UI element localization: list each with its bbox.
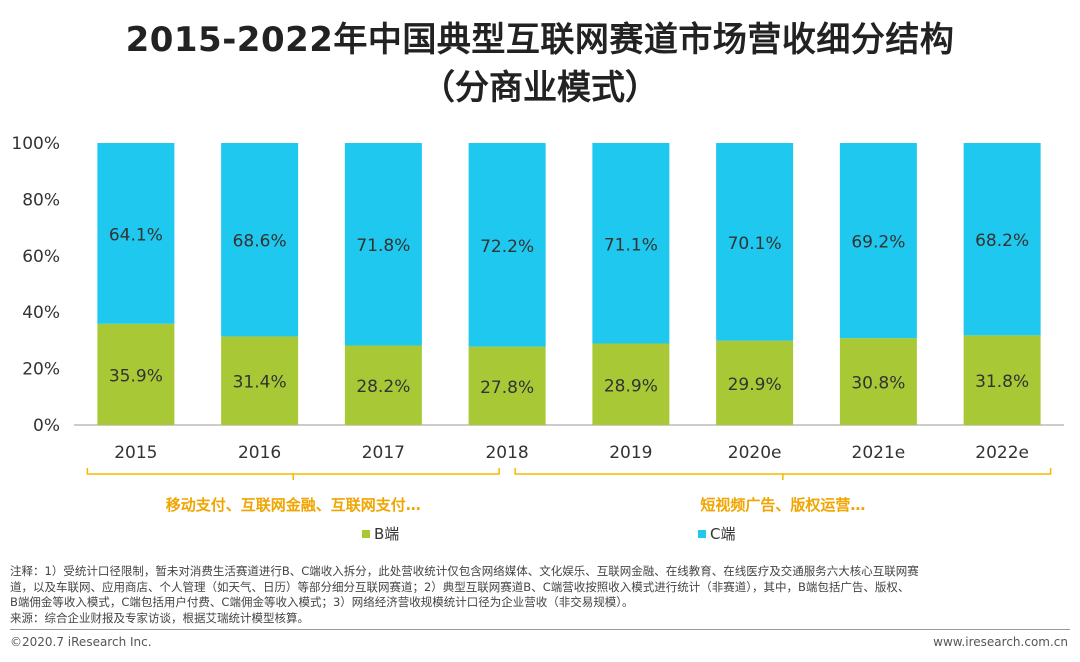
y-tick-label: 40% [22,303,60,323]
legend-c-swatch [698,529,706,538]
legend-b-label: B端 [374,525,400,543]
x-tick-label: 2021e [852,443,906,463]
data-label-c-2019: 71.1% [604,235,658,255]
data-label-b-2019: 28.9% [604,376,658,396]
note-line-1: 注释：1）受统计口径限制，暂未对消费生活赛道进行B、C端收入拆分，此处营收统计仅… [10,564,919,578]
bar-b-2022e [963,335,1041,425]
data-label-b-2021e: 30.8% [851,374,905,394]
data-label-b-2018: 27.8% [480,378,534,398]
chart-subtitle: （分商业模式） [421,68,659,108]
y-tick-label: 0% [33,416,60,436]
bar-b-2018 [468,346,546,425]
annotation-text: 短视频广告、版权运营… [700,496,865,514]
bar-b-2020e [716,340,794,425]
footer-divider [10,629,1070,630]
bar-c-2018 [468,143,546,347]
chart-title: 2015-2022年中国典型互联网赛道市场营收细分结构 [125,20,955,60]
note-line-2: 道，以及车联网、应用商店、个人管理（如天气、日历）等部分细分互联网赛道；2）典型… [10,579,910,594]
data-label-c-2020e: 70.1% [728,234,782,254]
x-tick-label: 2022e [975,443,1029,463]
notes: 注释：1）受统计口径限制，暂未对消费生活赛道进行B、C端收入拆分，此处营收统计仅… [10,564,1070,626]
bar-c-2020e [716,143,794,341]
x-tick-label: 2015 [114,443,157,463]
data-label-c-2022e: 68.2% [975,231,1029,251]
bar-c-2019 [592,143,670,344]
y-tick-label: 20% [22,360,60,380]
bar-b-2015 [97,323,175,425]
copyright: ©2020.7 iResearch Inc. [10,635,152,649]
bar-c-2021e [839,143,917,339]
data-label-b-2017: 28.2% [356,377,410,397]
y-tick-label: 80% [22,190,60,210]
annotation-bracket [86,468,500,480]
data-label-c-2016: 68.6% [233,232,287,252]
legend-b-swatch [362,529,370,538]
legend-c: C端 [698,523,735,544]
x-tick-label: 2018 [485,443,528,463]
bar-c-2022e [963,143,1041,336]
bar-b-2016 [221,336,299,425]
data-label-b-2016: 31.4% [233,373,287,393]
data-label-b-2015: 35.9% [109,366,163,386]
y-tick-label: 60% [22,247,60,267]
bar-b-2017 [344,345,422,425]
note-source: 来源：综合企业财报及专家访谈，根据艾瑞统计模型核算。 [10,610,309,625]
x-tick-label: 2017 [362,443,405,463]
legend-b: B端 [362,523,399,544]
stacked-bar-chart: 0% 20% 40% 60% 80% 100% 35.9% 64.1% 2015 31.4% 68.… [11,134,1064,514]
data-label-c-2017: 71.8% [356,236,410,256]
bar-c-2016 [221,143,299,337]
bar-c-2017 [344,143,422,346]
annotation-bracket [514,468,1052,480]
data-label-c-2018: 72.2% [480,237,534,257]
y-tick-label: 100% [11,134,60,154]
x-tick-label: 2019 [609,443,652,463]
bar-b-2021e [839,338,917,425]
data-label-c-2015: 64.1% [109,225,163,245]
data-label-b-2022e: 31.8% [975,372,1029,392]
bar-c-2015 [97,143,175,324]
bar-b-2019 [592,343,670,425]
note-line-3: B端佣金等收入模式，C端包括用户付费、C端佣金等收入模式；3）网络经济营收规模统… [10,595,634,609]
x-tick-label: 2020e [728,443,782,463]
website: www.iresearch.com.cn [933,635,1068,649]
annotation-text: 移动支付、互联网金融、互联网支付… [166,496,421,514]
legend-c-label: C端 [710,525,736,543]
data-label-c-2021e: 69.2% [851,233,905,253]
data-label-b-2020e: 29.9% [728,375,782,395]
x-tick-label: 2016 [238,443,281,463]
